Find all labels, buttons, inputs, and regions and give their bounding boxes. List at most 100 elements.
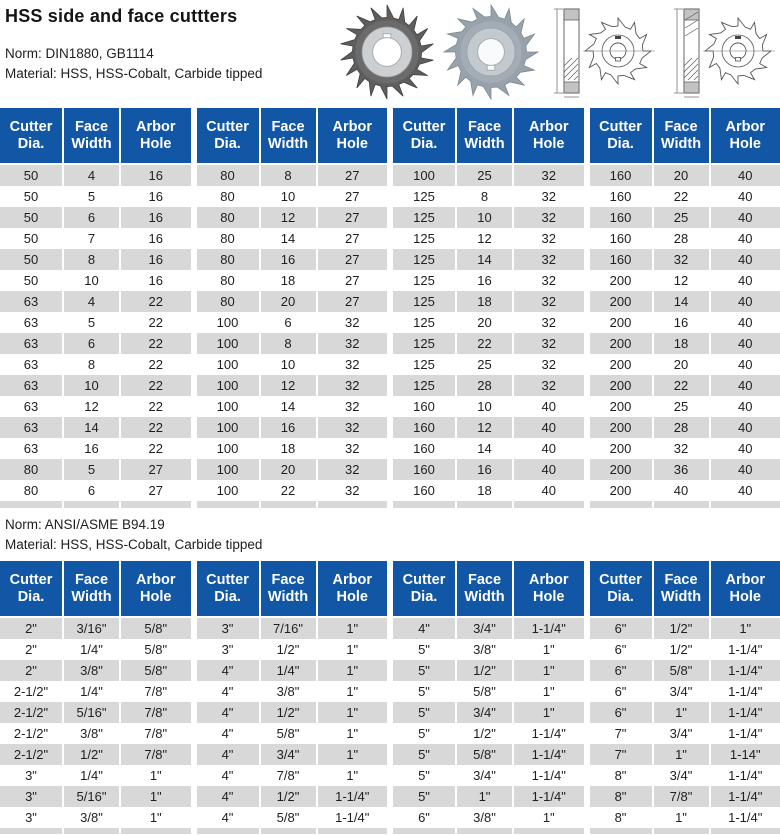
table-cell: 63 (0, 291, 62, 312)
table-cell: 63 (23, 357, 39, 372)
column-header-line: Cutter (402, 118, 446, 135)
table-cell: 6" (614, 684, 627, 699)
table-cell: 22 (148, 315, 163, 330)
table-cell: 1-1/4" (728, 684, 763, 699)
cutter-dimension-drawing-staggered (674, 8, 775, 98)
table-cell: 1" (317, 660, 387, 681)
table-column-group: Cutter Dia. Face Width Arbor Hole 80 8 27 80 10 27 8… (196, 108, 387, 508)
table-cell: 63 (23, 399, 39, 414)
table-cell: 50 (0, 207, 62, 228)
table-cell: 4" (196, 744, 259, 765)
table-cell: 16 (148, 231, 163, 246)
table-cell: 1" (149, 768, 162, 783)
arbor-hole (372, 37, 402, 67)
table-cell: 10 (280, 189, 296, 204)
table-cell: 1" (457, 786, 512, 807)
table-cell: 10 (477, 399, 492, 414)
table-cell: 3/8" (80, 810, 103, 825)
table-cell: 32 (541, 273, 556, 288)
column-header-line: Arbor (136, 118, 176, 135)
table-cell: 22 (653, 375, 709, 396)
table-cell: 1/2" (457, 660, 512, 681)
table-cell: 4" (221, 810, 234, 825)
table-row-clipped (196, 828, 259, 834)
table-cell: 50 (23, 189, 39, 204)
hatch-section (563, 57, 579, 81)
table-cell: 12 (84, 399, 99, 414)
table-cell: 40 (738, 399, 753, 414)
column-header-line: Arbor (332, 118, 372, 135)
column-header-line: Face (74, 571, 109, 588)
column-header-line: Width (267, 588, 309, 605)
column-header: Face Width (64, 108, 119, 165)
table-cell: 7/8" (276, 768, 300, 783)
column-header: Arbor Hole (121, 108, 191, 165)
table-cell: 5/8" (473, 684, 496, 699)
arbor-hole (477, 38, 505, 66)
table-cell: 10 (280, 357, 296, 372)
table-cell: 32 (514, 249, 584, 270)
table-cell: 32 (345, 399, 360, 414)
insert-mark (615, 36, 621, 39)
table-cell: 40 (710, 249, 780, 270)
table-cell: 32 (345, 441, 360, 456)
table-cell: 5/8" (276, 810, 300, 825)
table-cell: 2-1/2" (0, 744, 62, 765)
table-cell: 5/8" (144, 642, 168, 657)
table-cell: 6" (589, 702, 652, 723)
table-cell: 1/2" (260, 786, 316, 807)
table-cell: 1-1/4" (728, 726, 763, 741)
table-cell: 40 (673, 483, 689, 498)
table-cell: 3/8" (473, 642, 496, 657)
inch-norm-block: Norm: ANSI/ASME B94.19 Material: HSS, HS… (5, 515, 780, 555)
column-header-line: Arbor (332, 571, 372, 588)
table-cell: 63 (23, 315, 39, 330)
hatch-section (683, 57, 699, 81)
table-cell: 32 (673, 441, 689, 456)
table-row-clipped (196, 501, 259, 508)
table-cell: 40 (710, 333, 780, 354)
table-row-clipped (317, 501, 387, 508)
table-cell: 200 (609, 315, 632, 330)
table-cell: 160 (413, 441, 435, 456)
column-header-line: Face (664, 118, 698, 135)
table-cell: 18 (280, 273, 296, 288)
table-cell: 1/2" (653, 618, 709, 639)
column-header: Arbor Hole (121, 561, 191, 618)
table-row-clipped (121, 501, 191, 508)
column-header: Cutter Dia. (196, 108, 259, 165)
table-cell: 8" (589, 786, 652, 807)
table-cell: 40 (710, 291, 780, 312)
table-cell: 12 (260, 375, 316, 396)
column-header-line: Arbor (529, 118, 569, 135)
table-cell: 16 (260, 249, 316, 270)
table-cell: 125 (413, 315, 435, 330)
column-header-line: Cutter (9, 118, 53, 135)
table-cell: 125 (393, 291, 455, 312)
table-cell: 4" (196, 702, 259, 723)
table-cell: 80 (23, 483, 39, 498)
inch-size-table: Cutter Dia. Face Width Arbor Hole 2" 3/16" 5/8" 2… (0, 561, 780, 834)
cutter-dimension-drawing (554, 8, 655, 98)
table-cell: 7/16" (260, 618, 316, 639)
table-row-clipped (457, 828, 512, 834)
page-title: HSS side and face cuttters (5, 6, 238, 26)
table-cell: 1-14" (710, 744, 780, 765)
table-cell: 5 (87, 189, 96, 204)
table-cell: 22 (148, 399, 163, 414)
table-cell: 200 (609, 357, 632, 372)
table-cell: 100 (216, 483, 239, 498)
table-cell: 5/16" (64, 786, 119, 807)
table-cell: 32 (345, 315, 360, 330)
tooth-section-bottom (563, 81, 580, 94)
table-cell: 7/8" (121, 702, 191, 723)
table-cell: 18 (477, 483, 492, 498)
table-cell: 63 (0, 417, 62, 438)
table-cell: 10 (457, 207, 512, 228)
table-cell: 1/4" (80, 642, 103, 657)
table-cell: 14 (477, 441, 492, 456)
table-cell: 3/4" (457, 702, 512, 723)
table-cell: 14 (653, 291, 709, 312)
table-cell: 40 (738, 315, 753, 330)
column-header-line: Dia. (214, 588, 241, 605)
